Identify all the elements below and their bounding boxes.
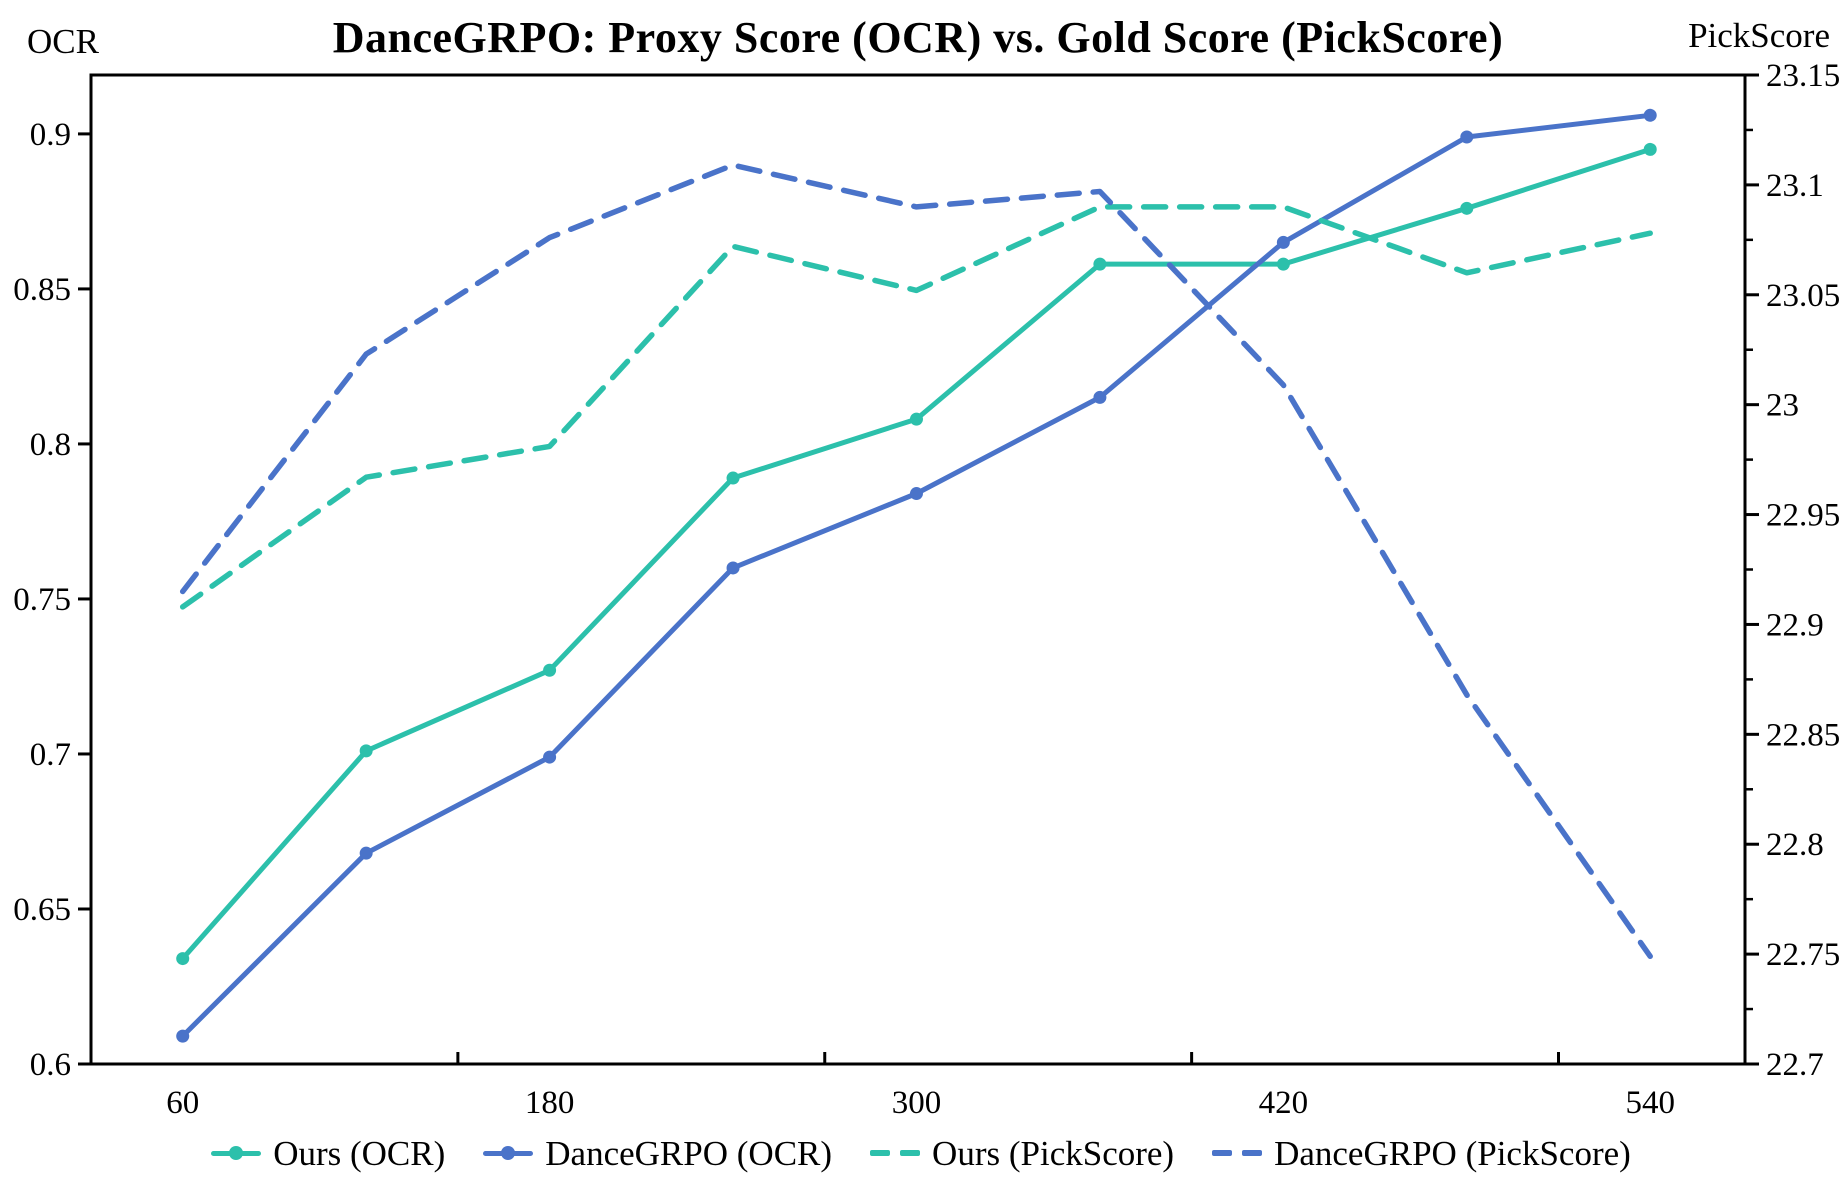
legend-item-ours-pickscore: Ours (PickScore) [870, 1136, 1174, 1171]
y-right-tick-label: 23.05 [1766, 278, 1840, 314]
y-right-tick-label: 22.7 [1766, 1047, 1824, 1083]
series-marker-dancegrpo-ocr [909, 487, 923, 501]
x-tick-label: 540 [1625, 1085, 1675, 1121]
y-left-tick-label: 0.9 [30, 117, 71, 153]
series-marker-dancegrpo-ocr [543, 750, 557, 764]
series-marker-ours-ocr [1460, 201, 1474, 215]
series-marker-dancegrpo-ocr [1276, 235, 1290, 249]
y-right-tick-label: 23 [1766, 388, 1799, 424]
series-marker-dancegrpo-ocr [1460, 130, 1474, 144]
right-axis-title: PickScore [1688, 16, 1830, 55]
y-right-tick-label: 23.15 [1766, 58, 1840, 94]
legend-swatch-dashed-line-icon [1212, 1146, 1263, 1160]
legend: Ours (OCR) DanceGRPO (OCR) Ours (PickSco… [0, 1122, 1842, 1184]
series-line-dancegrpo-pickscore [179, 162, 1653, 960]
series-line-ours-pickscore [179, 204, 1653, 610]
y-left-tick-label: 0.8 [30, 427, 71, 463]
series-line-ours-ocr [180, 146, 1653, 962]
y-right-tick-label: 22.75 [1766, 937, 1840, 973]
legend-item-ours-ocr: Ours (OCR) [211, 1136, 445, 1171]
legend-swatch-dashed-line-icon [870, 1146, 921, 1160]
y-left-tick-label: 0.75 [13, 582, 71, 618]
legend-label: Ours (OCR) [273, 1133, 446, 1173]
series-marker-ours-ocr [1093, 257, 1107, 271]
x-tick-label: 300 [892, 1085, 942, 1121]
legend-label: DanceGRPO (OCR) [545, 1133, 833, 1173]
series-marker-ours-ocr [909, 412, 923, 426]
legend-item-dancegrpo-pickscore: DanceGRPO (PickScore) [1212, 1136, 1631, 1171]
series-marker-dancegrpo-ocr [359, 846, 373, 860]
legend-item-dancegrpo-ocr: DanceGRPO (OCR) [483, 1136, 832, 1171]
legend-label: Ours (PickScore) [932, 1133, 1175, 1173]
chart-title: DanceGRPO: Proxy Score (OCR) vs. Gold Sc… [332, 13, 1504, 62]
series-marker-dancegrpo-ocr [176, 1029, 190, 1043]
y-right-tick-label: 22.9 [1766, 607, 1824, 643]
y-right-tick-label: 23.1 [1766, 168, 1824, 204]
series-marker-ours-ocr [176, 952, 190, 966]
y-right-tick-label: 22.95 [1766, 498, 1840, 534]
series-marker-dancegrpo-ocr [726, 561, 740, 575]
plot-area-border [89, 73, 1747, 1066]
series-line-dancegrpo-ocr [180, 112, 1653, 1039]
y-left-tick-label: 0.85 [13, 272, 71, 308]
y-left-tick-label: 0.65 [13, 892, 71, 928]
legend-swatch-solid-line-icon [483, 1146, 534, 1160]
x-tick-label: 60 [166, 1085, 199, 1121]
series-marker-ours-ocr [726, 471, 740, 485]
series-marker-ours-ocr [1643, 142, 1657, 156]
series-marker-ours-ocr [543, 663, 557, 677]
x-tick-label: 180 [525, 1085, 575, 1121]
legend-swatch-solid-line-icon [211, 1146, 262, 1160]
series-marker-dancegrpo-ocr [1643, 108, 1657, 122]
series-marker-dancegrpo-ocr [1093, 390, 1107, 404]
left-axis-title: OCR [27, 22, 99, 61]
legend-label: DanceGRPO (PickScore) [1274, 1133, 1631, 1173]
series-marker-ours-ocr [1276, 257, 1290, 271]
y-right-tick-label: 22.8 [1766, 827, 1824, 863]
y-left-tick-label: 0.6 [30, 1047, 71, 1083]
x-tick-label: 420 [1259, 1085, 1309, 1121]
series-marker-ours-ocr [359, 744, 373, 758]
y-left-tick-label: 0.7 [30, 737, 71, 773]
y-right-tick-label: 22.85 [1766, 717, 1840, 753]
